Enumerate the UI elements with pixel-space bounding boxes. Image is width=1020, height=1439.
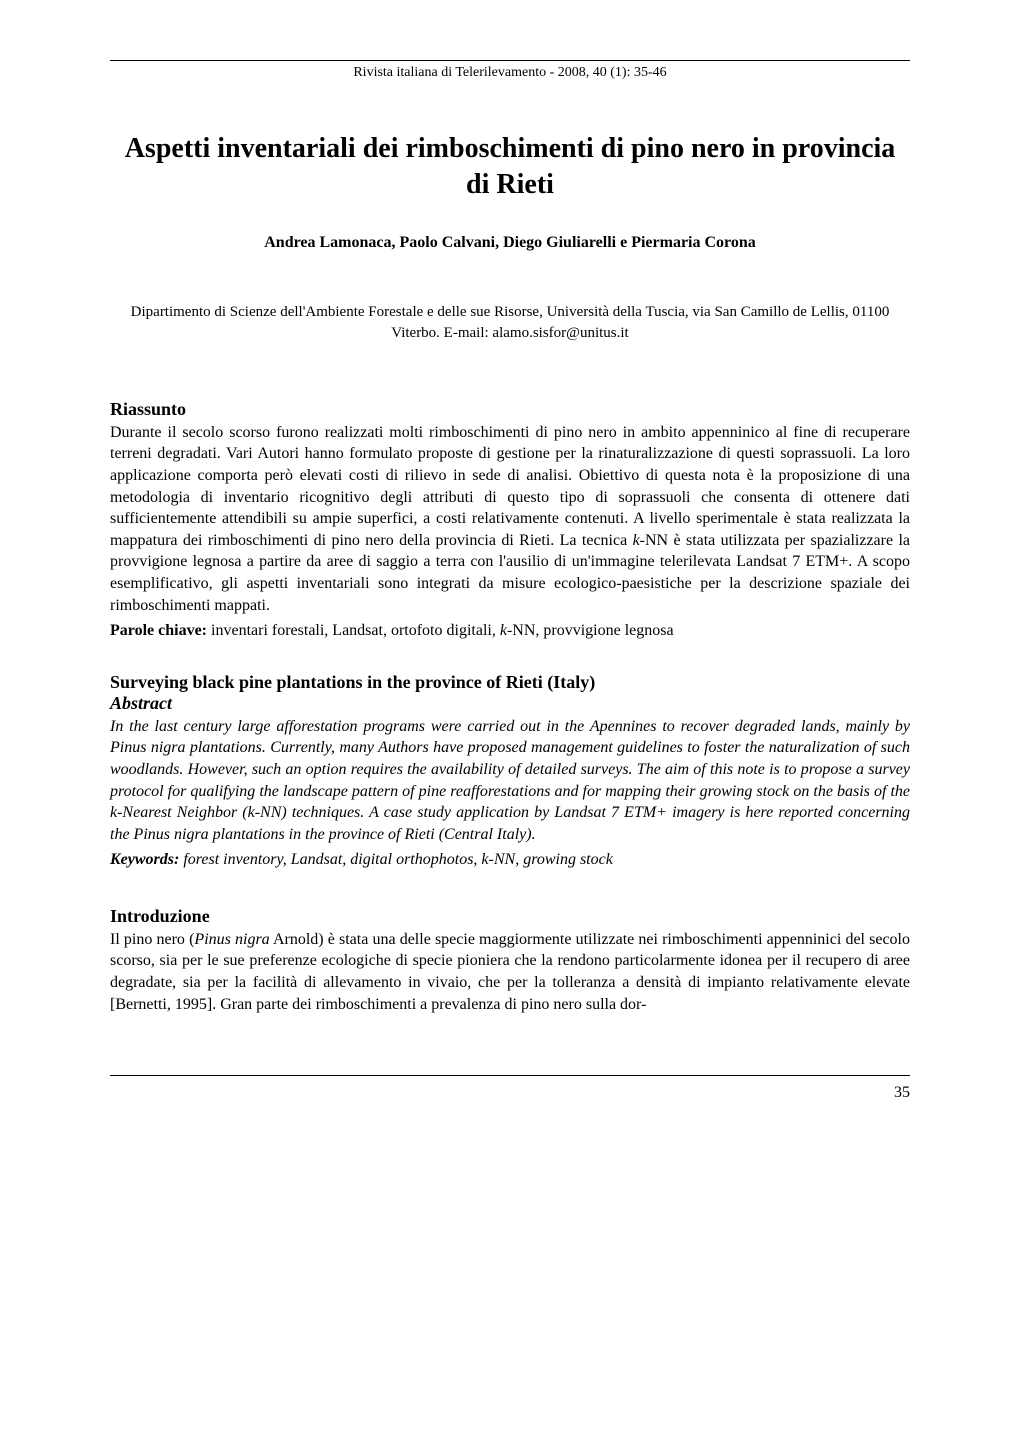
parole-chiave-label: Parole chiave: [110, 622, 207, 639]
article-title: Aspetti inventariali dei rimboschimenti … [110, 131, 910, 204]
introduzione-pre: Il pino nero ( [110, 931, 194, 948]
parole-chiave-k: k [500, 622, 507, 639]
affiliation: Dipartimento di Scienze dell'Ambiente Fo… [110, 302, 910, 344]
header-rule [110, 60, 910, 61]
riassunto-k-italic: k [633, 532, 640, 549]
abstract-title: Surveying black pine plantations in the … [110, 672, 910, 693]
parole-chiave: Parole chiave: inventari forestali, Land… [110, 620, 910, 642]
riassunto-body: Durante il secolo scorso furono realizza… [110, 422, 910, 616]
abstract-body: In the last century large afforestation … [110, 716, 910, 846]
introduzione-species: Pinus nigra [194, 931, 269, 948]
journal-header: Rivista italiana di Telerilevamento - 20… [110, 65, 910, 81]
abstract-keywords-value: forest inventory, Landsat, digital ortho… [179, 851, 612, 868]
abstract-label: Abstract [110, 693, 910, 714]
footer-rule [110, 1075, 910, 1076]
parole-chiave-post: -NN, provvigione legnosa [507, 622, 674, 639]
introduzione-body: Il pino nero (Pinus nigra Arnold) è stat… [110, 929, 910, 1015]
introduzione-heading: Introduzione [110, 906, 910, 927]
page-number: 35 [110, 1084, 910, 1102]
authors-line: Andrea Lamonaca, Paolo Calvani, Diego Gi… [110, 234, 910, 252]
riassunto-text-pre: Durante il secolo scorso furono realizza… [110, 424, 910, 549]
abstract-keywords-label: Keywords: [110, 851, 179, 868]
parole-chiave-pre: inventari forestali, Landsat, ortofoto d… [207, 622, 500, 639]
riassunto-heading: Riassunto [110, 399, 910, 420]
abstract-keywords: Keywords: forest inventory, Landsat, dig… [110, 849, 910, 871]
